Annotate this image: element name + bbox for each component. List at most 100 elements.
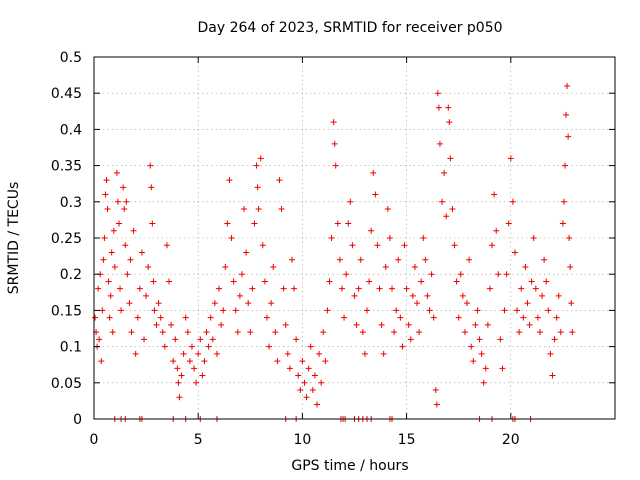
data-point [184,329,191,336]
data-point [108,249,115,256]
data-point [232,307,239,314]
data-point [234,329,241,336]
data-point [455,314,462,321]
data-point [274,358,281,365]
data-point [464,300,471,307]
data-point [149,220,156,227]
data-point [153,321,160,328]
data-point [497,336,504,343]
data-point [320,329,327,336]
data-point [307,343,314,350]
data-point [230,278,237,285]
data-point [297,387,304,394]
y-tick-label: 0 [73,412,82,428]
data-point [105,278,112,285]
data-point [338,285,345,292]
data-point [286,365,293,372]
data-point [241,206,248,213]
data-point [182,314,189,321]
chart-title: Day 264 of 2023, SRMTID for receiver p05… [197,20,502,36]
data-point [378,321,385,328]
data-point [549,372,556,379]
data-point [391,329,398,336]
data-point [228,235,235,241]
data-point [395,256,402,263]
data-point [482,365,489,372]
data-point [117,285,124,292]
data-point [557,329,564,336]
data-point [461,329,468,336]
y-tick-labels: 0 0.05 0.1 0.15 0.2 0.25 0.3 0.35 0.4 0.45 0.5 [51,50,82,428]
data-point [326,278,333,285]
y-tick-label: 0.1 [60,340,82,356]
data-point [453,278,460,285]
data-point [291,285,298,292]
data-point [207,314,214,321]
data-point [188,343,195,350]
data-point [243,249,250,256]
data-point [110,227,117,234]
data-point [159,329,166,336]
data-point [176,394,183,401]
data-point [107,292,114,299]
data-point [100,256,107,263]
x-tick-label: 10 [293,432,311,448]
data-point [516,329,523,336]
y-tick-label: 0.05 [51,376,82,392]
data-point [476,336,483,343]
data-point [138,249,145,256]
data-point [220,307,227,314]
data-point [472,321,479,328]
data-point [446,119,453,126]
data-point [263,314,270,321]
data-point [330,119,337,126]
data-point [553,314,560,321]
data-point [407,336,414,343]
data-point [449,206,456,213]
data-point [551,336,558,343]
data-point [257,155,264,162]
data-point [345,220,352,227]
data-point [435,104,442,111]
data-point [332,162,339,169]
data-point [213,350,220,357]
data-point [116,220,123,227]
y-tick-label: 0.35 [51,159,82,175]
data-point [311,372,318,379]
data-point [501,307,508,314]
data-point [355,285,362,292]
data-point [245,300,252,307]
data-point [324,307,331,314]
data-point [195,350,202,357]
data-point [380,350,387,357]
data-point [216,285,223,292]
data-point [532,285,539,292]
data-point [374,242,381,249]
data-point [566,235,573,241]
data-point [205,343,212,350]
data-point [359,329,366,336]
data-point [288,256,295,263]
data-point [411,263,418,270]
data-point [536,329,543,336]
data-point [509,198,516,205]
data-point [259,242,266,249]
data-point [541,256,548,263]
data-point [457,271,464,278]
data-point [565,133,572,140]
data-point [439,198,446,205]
data-point [547,350,554,357]
data-point [428,271,435,278]
data-point [236,292,243,299]
data-point [155,300,162,307]
data-point [113,169,120,176]
data-point [357,256,364,263]
data-point [334,220,341,227]
data-point [168,321,175,328]
data-point [128,329,135,336]
data-point [447,155,454,162]
data-point [470,358,477,365]
data-point [520,314,527,321]
x-tick-label: 15 [398,432,416,448]
